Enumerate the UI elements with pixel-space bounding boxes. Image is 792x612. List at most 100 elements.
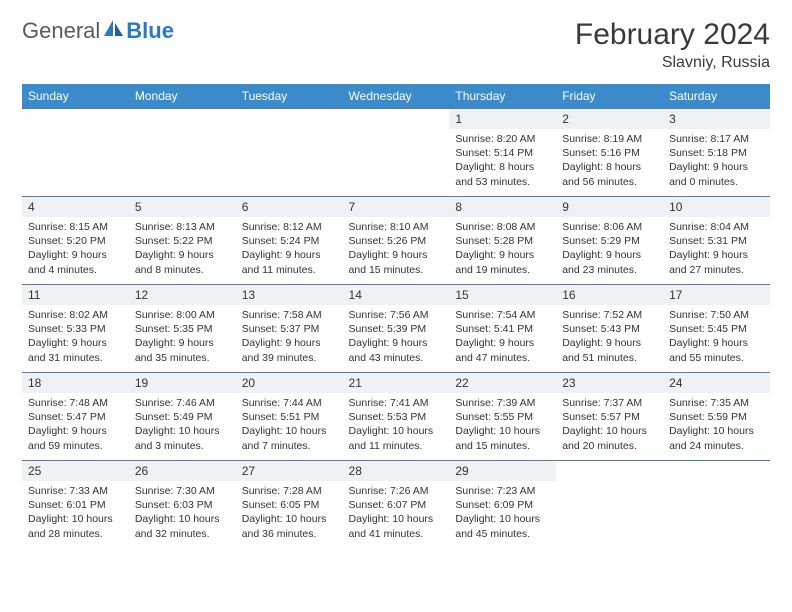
calendar-page: General Blue February 2024 Slavniy, Russ… [0, 0, 792, 567]
day-number: 13 [236, 285, 343, 305]
day-cell: 17Sunrise: 7:50 AMSunset: 5:45 PMDayligh… [663, 285, 770, 373]
day-cell [663, 461, 770, 549]
day-number: 9 [556, 197, 663, 217]
day-number [129, 109, 236, 115]
day-number: 3 [663, 109, 770, 129]
day-cell: 16Sunrise: 7:52 AMSunset: 5:43 PMDayligh… [556, 285, 663, 373]
day-number: 28 [343, 461, 450, 481]
day-number: 25 [22, 461, 129, 481]
day-number [556, 461, 663, 467]
day-cell: 15Sunrise: 7:54 AMSunset: 5:41 PMDayligh… [449, 285, 556, 373]
week-row: 1Sunrise: 8:20 AMSunset: 5:14 PMDaylight… [22, 109, 770, 197]
day-number: 20 [236, 373, 343, 393]
brand-logo: General Blue [22, 18, 174, 44]
day-number: 18 [22, 373, 129, 393]
day-cell: 2Sunrise: 8:19 AMSunset: 5:16 PMDaylight… [556, 109, 663, 197]
day-number: 14 [343, 285, 450, 305]
day-details: Sunrise: 8:06 AMSunset: 5:29 PMDaylight:… [556, 217, 663, 280]
day-cell: 18Sunrise: 7:48 AMSunset: 5:47 PMDayligh… [22, 373, 129, 461]
day-cell: 14Sunrise: 7:56 AMSunset: 5:39 PMDayligh… [343, 285, 450, 373]
day-details: Sunrise: 7:54 AMSunset: 5:41 PMDaylight:… [449, 305, 556, 368]
day-number: 1 [449, 109, 556, 129]
day-details: Sunrise: 8:02 AMSunset: 5:33 PMDaylight:… [22, 305, 129, 368]
day-details: Sunrise: 8:20 AMSunset: 5:14 PMDaylight:… [449, 129, 556, 192]
week-row: 4Sunrise: 8:15 AMSunset: 5:20 PMDaylight… [22, 197, 770, 285]
day-details: Sunrise: 8:13 AMSunset: 5:22 PMDaylight:… [129, 217, 236, 280]
day-cell: 13Sunrise: 7:58 AMSunset: 5:37 PMDayligh… [236, 285, 343, 373]
day-cell [22, 109, 129, 197]
day-cell [236, 109, 343, 197]
day-cell: 24Sunrise: 7:35 AMSunset: 5:59 PMDayligh… [663, 373, 770, 461]
day-cell: 7Sunrise: 8:10 AMSunset: 5:26 PMDaylight… [343, 197, 450, 285]
day-number: 29 [449, 461, 556, 481]
day-details: Sunrise: 8:17 AMSunset: 5:18 PMDaylight:… [663, 129, 770, 192]
dow-monday: Monday [129, 84, 236, 109]
day-details: Sunrise: 8:10 AMSunset: 5:26 PMDaylight:… [343, 217, 450, 280]
day-details: Sunrise: 7:58 AMSunset: 5:37 PMDaylight:… [236, 305, 343, 368]
day-details: Sunrise: 7:28 AMSunset: 6:05 PMDaylight:… [236, 481, 343, 544]
day-cell: 3Sunrise: 8:17 AMSunset: 5:18 PMDaylight… [663, 109, 770, 197]
dow-saturday: Saturday [663, 84, 770, 109]
location-label: Slavniy, Russia [575, 54, 770, 72]
dow-sunday: Sunday [22, 84, 129, 109]
day-number: 6 [236, 197, 343, 217]
day-details: Sunrise: 8:00 AMSunset: 5:35 PMDaylight:… [129, 305, 236, 368]
day-details: Sunrise: 8:12 AMSunset: 5:24 PMDaylight:… [236, 217, 343, 280]
day-number: 12 [129, 285, 236, 305]
day-cell [129, 109, 236, 197]
day-number: 15 [449, 285, 556, 305]
day-number: 8 [449, 197, 556, 217]
day-cell: 22Sunrise: 7:39 AMSunset: 5:55 PMDayligh… [449, 373, 556, 461]
day-number [343, 109, 450, 115]
calendar-table: Sunday Monday Tuesday Wednesday Thursday… [22, 84, 770, 549]
day-details: Sunrise: 7:44 AMSunset: 5:51 PMDaylight:… [236, 393, 343, 456]
day-details: Sunrise: 7:39 AMSunset: 5:55 PMDaylight:… [449, 393, 556, 456]
dow-tuesday: Tuesday [236, 84, 343, 109]
day-number: 7 [343, 197, 450, 217]
week-row: 25Sunrise: 7:33 AMSunset: 6:01 PMDayligh… [22, 461, 770, 549]
day-cell: 11Sunrise: 8:02 AMSunset: 5:33 PMDayligh… [22, 285, 129, 373]
day-cell: 28Sunrise: 7:26 AMSunset: 6:07 PMDayligh… [343, 461, 450, 549]
day-number: 24 [663, 373, 770, 393]
day-cell: 23Sunrise: 7:37 AMSunset: 5:57 PMDayligh… [556, 373, 663, 461]
title-block: February 2024 Slavniy, Russia [575, 18, 770, 72]
day-details: Sunrise: 8:04 AMSunset: 5:31 PMDaylight:… [663, 217, 770, 280]
dow-friday: Friday [556, 84, 663, 109]
dow-thursday: Thursday [449, 84, 556, 109]
day-details: Sunrise: 7:52 AMSunset: 5:43 PMDaylight:… [556, 305, 663, 368]
day-cell: 26Sunrise: 7:30 AMSunset: 6:03 PMDayligh… [129, 461, 236, 549]
day-details: Sunrise: 8:19 AMSunset: 5:16 PMDaylight:… [556, 129, 663, 192]
day-cell: 19Sunrise: 7:46 AMSunset: 5:49 PMDayligh… [129, 373, 236, 461]
day-number: 26 [129, 461, 236, 481]
day-cell: 6Sunrise: 8:12 AMSunset: 5:24 PMDaylight… [236, 197, 343, 285]
month-title: February 2024 [575, 18, 770, 52]
day-details: Sunrise: 7:56 AMSunset: 5:39 PMDaylight:… [343, 305, 450, 368]
day-cell: 4Sunrise: 8:15 AMSunset: 5:20 PMDaylight… [22, 197, 129, 285]
day-cell: 25Sunrise: 7:33 AMSunset: 6:01 PMDayligh… [22, 461, 129, 549]
day-details: Sunrise: 7:48 AMSunset: 5:47 PMDaylight:… [22, 393, 129, 456]
day-cell: 12Sunrise: 8:00 AMSunset: 5:35 PMDayligh… [129, 285, 236, 373]
day-details: Sunrise: 7:46 AMSunset: 5:49 PMDaylight:… [129, 393, 236, 456]
sail-icon [104, 20, 124, 36]
day-number: 16 [556, 285, 663, 305]
week-row: 18Sunrise: 7:48 AMSunset: 5:47 PMDayligh… [22, 373, 770, 461]
day-cell: 21Sunrise: 7:41 AMSunset: 5:53 PMDayligh… [343, 373, 450, 461]
day-details: Sunrise: 7:23 AMSunset: 6:09 PMDaylight:… [449, 481, 556, 544]
day-number: 2 [556, 109, 663, 129]
day-number: 23 [556, 373, 663, 393]
day-number: 21 [343, 373, 450, 393]
day-number: 11 [22, 285, 129, 305]
week-row: 11Sunrise: 8:02 AMSunset: 5:33 PMDayligh… [22, 285, 770, 373]
dow-wednesday: Wednesday [343, 84, 450, 109]
dow-row: Sunday Monday Tuesday Wednesday Thursday… [22, 84, 770, 109]
day-number: 22 [449, 373, 556, 393]
day-cell: 20Sunrise: 7:44 AMSunset: 5:51 PMDayligh… [236, 373, 343, 461]
day-cell: 1Sunrise: 8:20 AMSunset: 5:14 PMDaylight… [449, 109, 556, 197]
day-number: 10 [663, 197, 770, 217]
brand-part1: General [22, 18, 100, 44]
day-details: Sunrise: 7:41 AMSunset: 5:53 PMDaylight:… [343, 393, 450, 456]
day-details: Sunrise: 7:37 AMSunset: 5:57 PMDaylight:… [556, 393, 663, 456]
day-cell: 8Sunrise: 8:08 AMSunset: 5:28 PMDaylight… [449, 197, 556, 285]
day-details: Sunrise: 7:33 AMSunset: 6:01 PMDaylight:… [22, 481, 129, 544]
day-details: Sunrise: 7:50 AMSunset: 5:45 PMDaylight:… [663, 305, 770, 368]
